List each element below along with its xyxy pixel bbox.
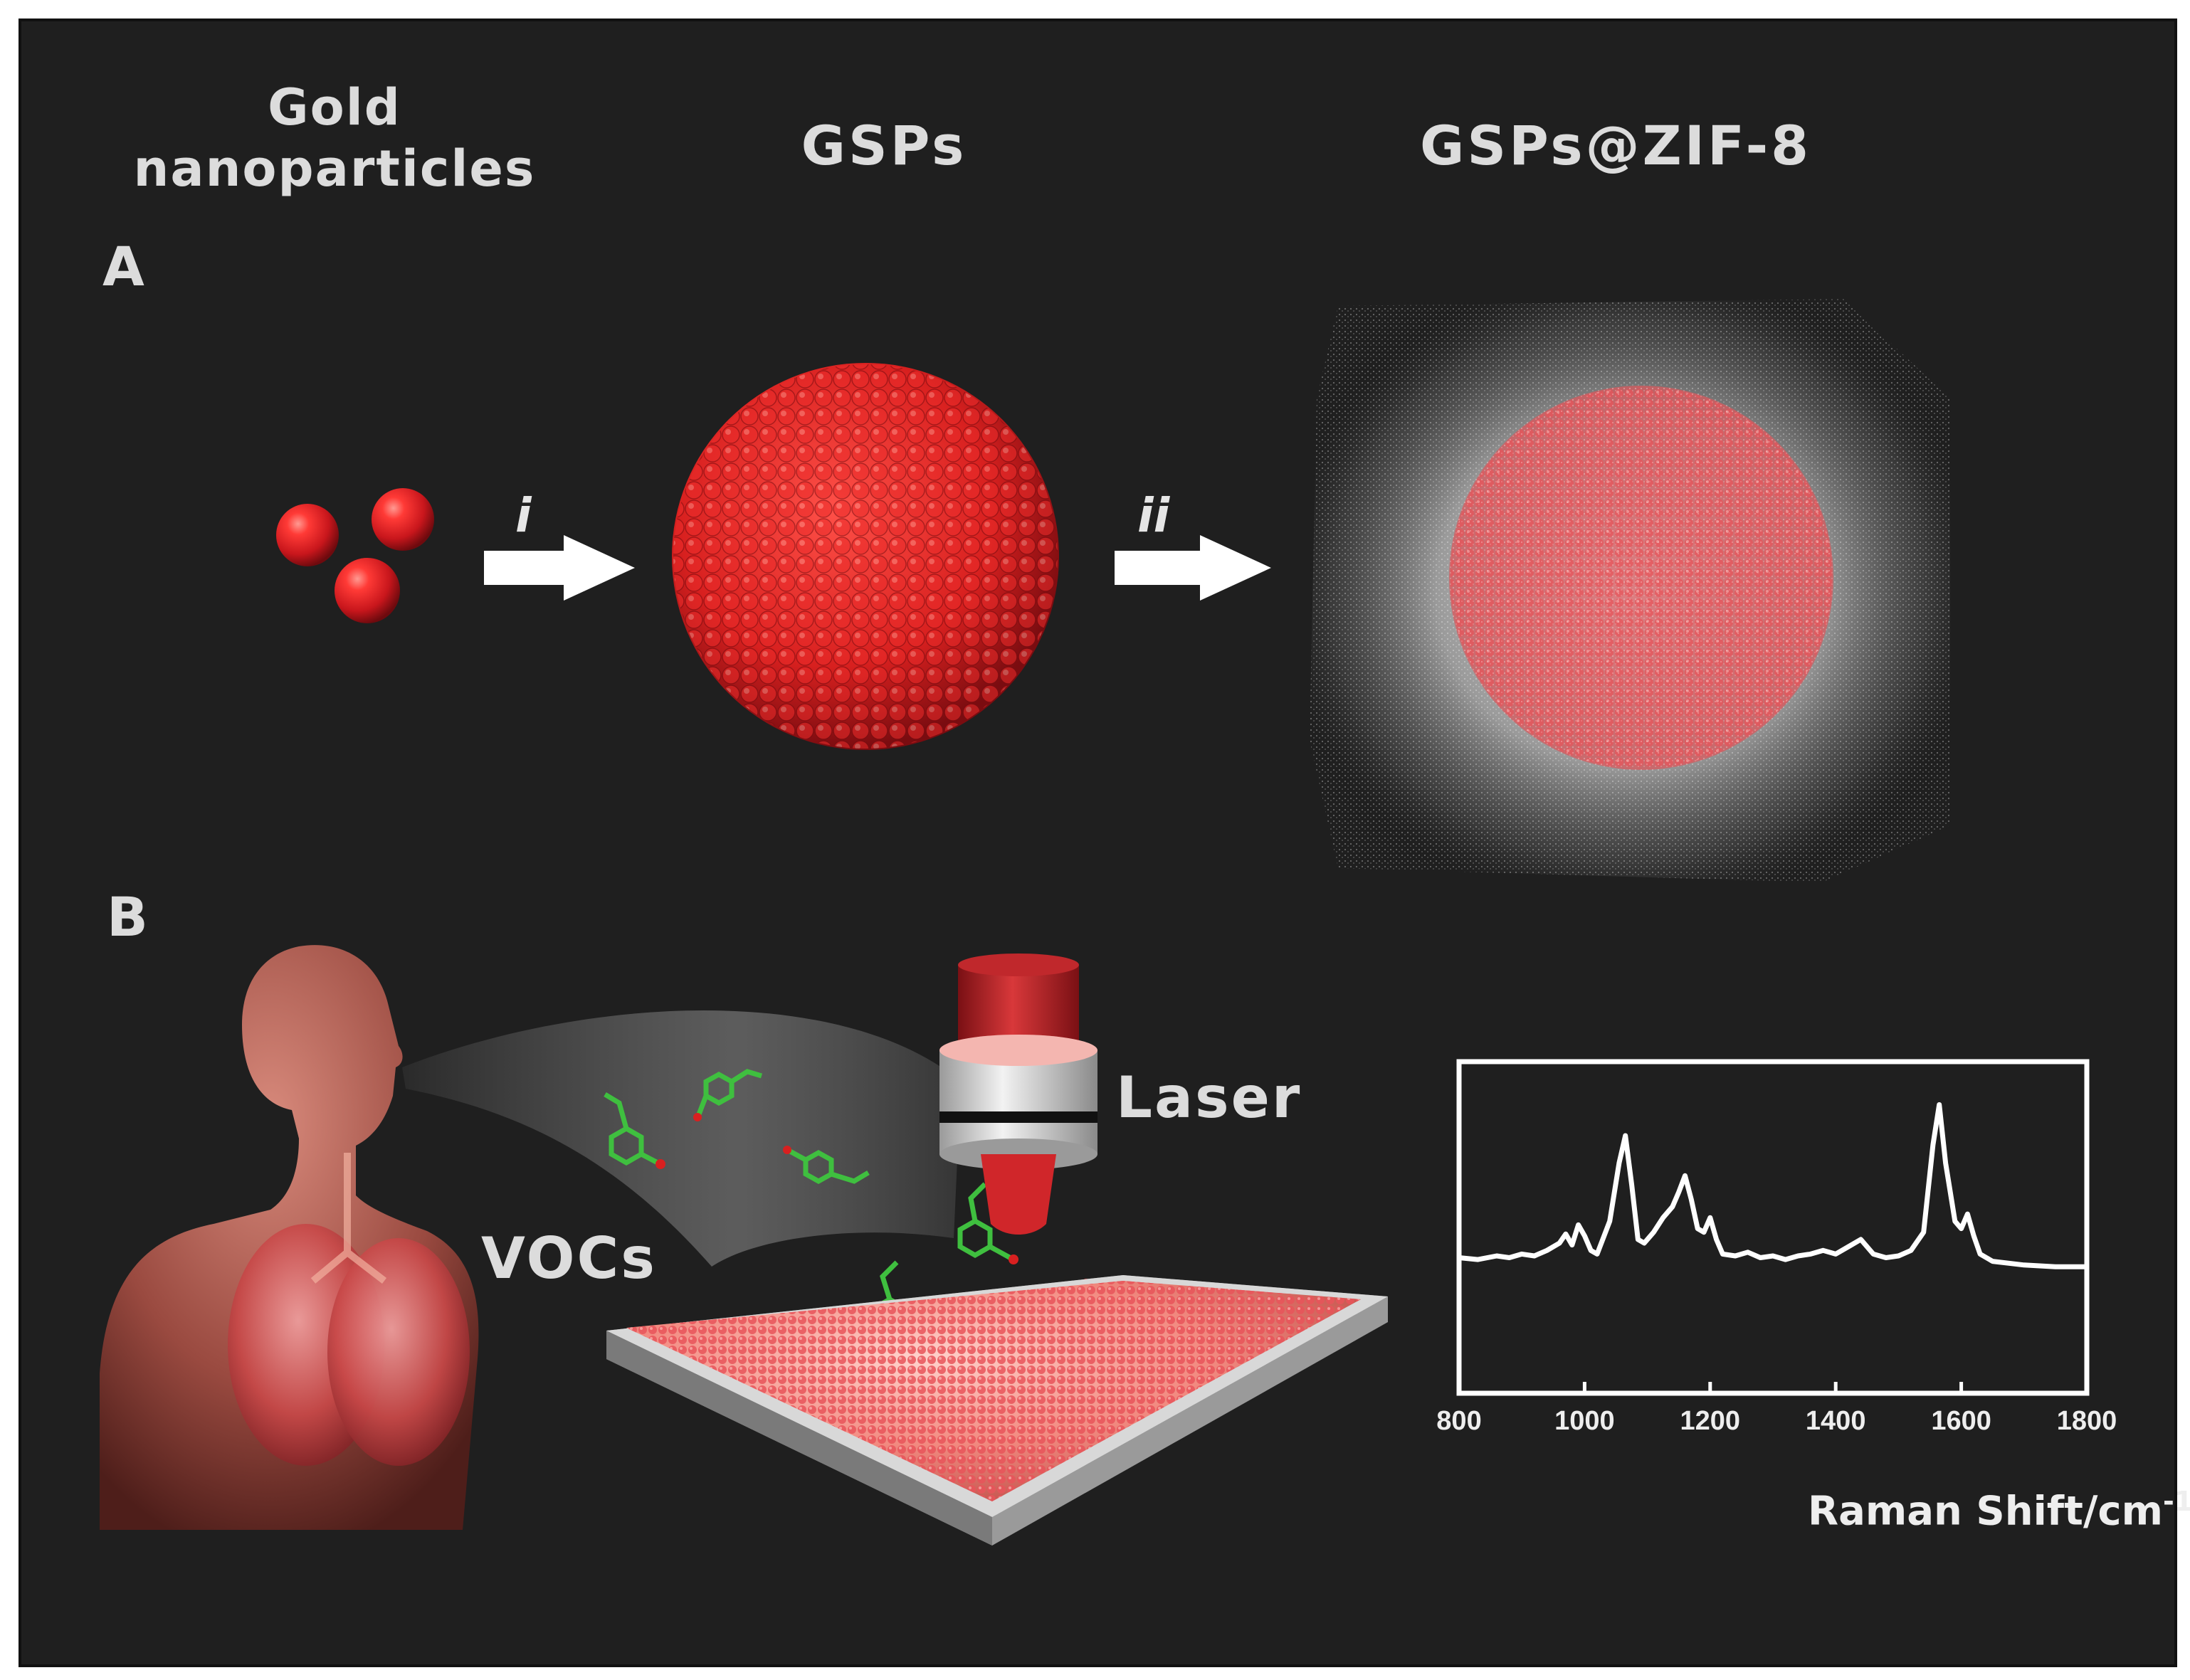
gsps-zif8-particle bbox=[1310, 299, 1950, 882]
title-gsps-zif8: GSPs@ZIF-8 bbox=[1419, 114, 1812, 177]
laser-objective bbox=[939, 953, 1097, 1235]
arrow-step-i bbox=[484, 535, 635, 601]
laser-label: Laser bbox=[1116, 1064, 1302, 1131]
breath-cone bbox=[402, 1010, 961, 1267]
gold-nanoparticles bbox=[276, 488, 434, 623]
panel-label-b: B bbox=[107, 885, 148, 949]
x-axis-label-main: Raman Shift/cm bbox=[1808, 1488, 2163, 1535]
gsps-sphere bbox=[672, 363, 1059, 750]
panel-label-a: A bbox=[102, 235, 144, 298]
plot-frame bbox=[1456, 1059, 2090, 1396]
step-label-i: i bbox=[515, 488, 532, 543]
x-tick-label: 1600 bbox=[1931, 1406, 1991, 1436]
x-tick-label: 800 bbox=[1436, 1406, 1482, 1436]
x-tick-label: 1000 bbox=[1554, 1406, 1615, 1436]
human-figure bbox=[100, 945, 479, 1530]
title-gsps: GSPs bbox=[801, 114, 967, 177]
x-tick-label: 1800 bbox=[2056, 1406, 2117, 1436]
raman-spectrum-line bbox=[1458, 1102, 2087, 1269]
title-gold-line1: Gold bbox=[268, 78, 401, 137]
arrow-step-ii bbox=[1115, 535, 1271, 601]
sers-substrate bbox=[606, 1275, 1388, 1546]
x-tick-marks bbox=[1457, 1382, 2089, 1393]
x-tick-label: 1200 bbox=[1680, 1406, 1741, 1436]
title-gold-nanoparticles: Gold nanoparticles bbox=[134, 77, 536, 199]
x-tick-label: 1400 bbox=[1805, 1406, 1866, 1436]
x-axis-label: Raman Shift/cm-1 bbox=[1808, 1486, 2190, 1535]
vocs-label: VOCs bbox=[481, 1225, 657, 1291]
raman-chart bbox=[1456, 1059, 2090, 1396]
x-axis-label-sup: -1 bbox=[2162, 1486, 2190, 1517]
step-label-ii: ii bbox=[1137, 488, 1170, 543]
title-gold-line2: nanoparticles bbox=[133, 139, 536, 198]
